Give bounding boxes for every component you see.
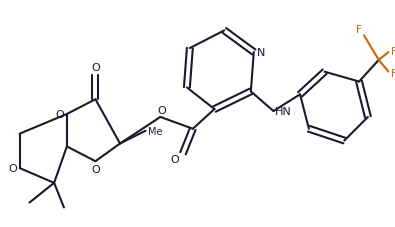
Text: F: F — [391, 47, 395, 57]
Text: O: O — [91, 62, 100, 72]
Text: Me: Me — [148, 126, 162, 136]
Text: HN: HN — [275, 106, 291, 116]
Text: O: O — [91, 164, 100, 174]
Text: F: F — [356, 25, 362, 35]
Text: O: O — [170, 155, 179, 165]
Text: O: O — [55, 109, 64, 119]
Text: O: O — [8, 163, 17, 173]
Text: N: N — [257, 48, 265, 58]
Text: O: O — [157, 106, 166, 116]
Text: F: F — [391, 68, 395, 78]
